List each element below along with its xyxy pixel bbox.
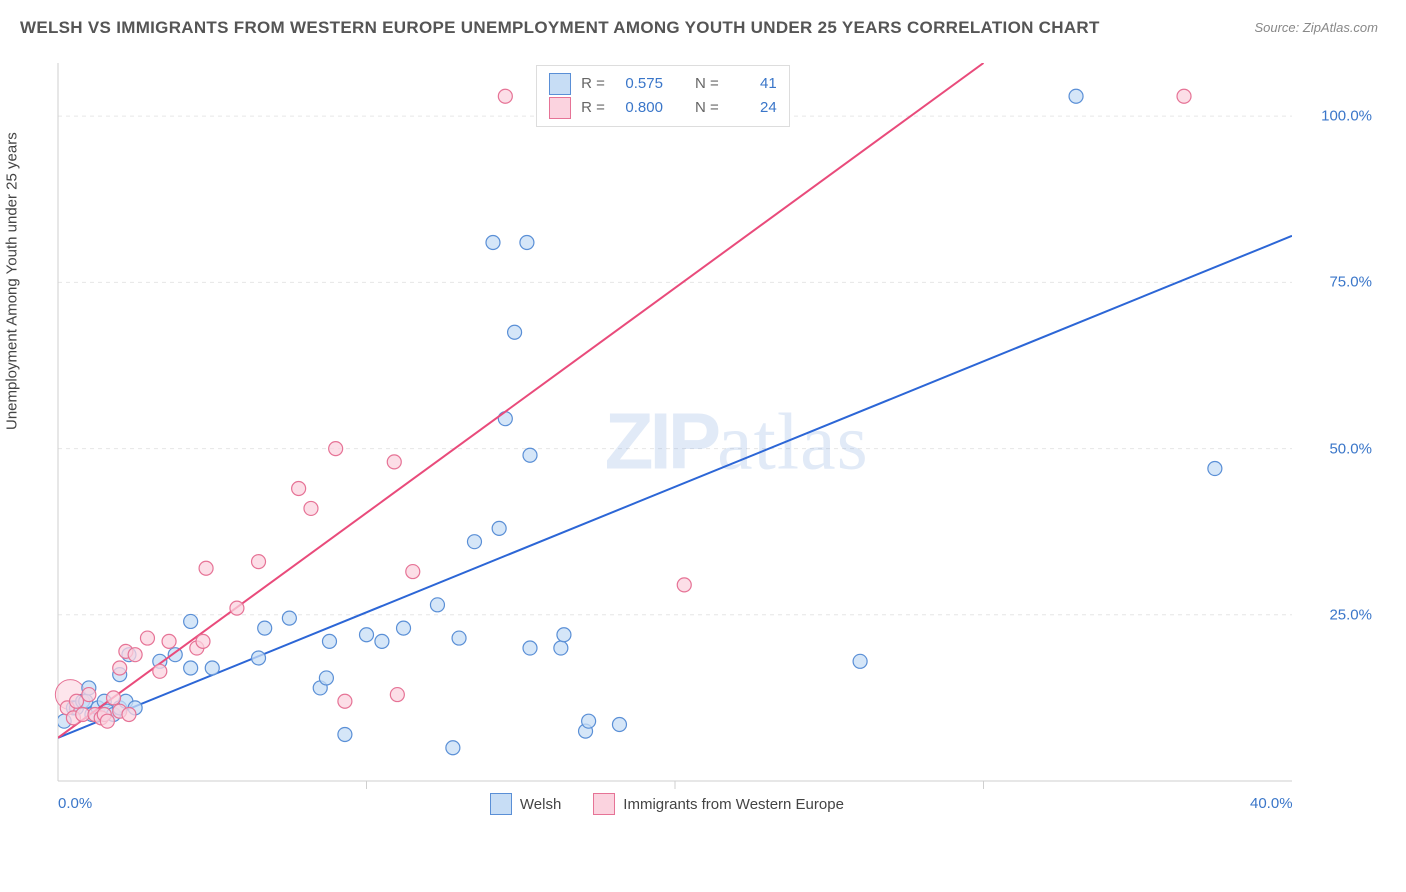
legend-swatch: [549, 97, 571, 119]
x-tick-label: 0.0%: [58, 795, 92, 812]
legend-r-value: 0.800: [615, 96, 663, 120]
legend-n-label: N =: [695, 96, 719, 120]
legend-swatch: [490, 793, 512, 815]
chart-container: WELSH VS IMMIGRANTS FROM WESTERN EUROPE …: [0, 0, 1406, 892]
y-tick-label: 25.0%: [1302, 606, 1372, 623]
chart-svg: ZIPatlas: [50, 55, 1380, 825]
legend-row: R = 0.800 N = 24: [549, 96, 777, 120]
y-tick-label: 100.0%: [1302, 108, 1372, 125]
legend-swatch: [549, 73, 571, 95]
legend-n-value: 41: [729, 72, 777, 96]
svg-text:ZIPatlas: ZIPatlas: [605, 397, 869, 487]
chart-title: WELSH VS IMMIGRANTS FROM WESTERN EUROPE …: [20, 18, 1100, 38]
legend-r-value: 0.575: [615, 72, 663, 96]
legend-r-label: R =: [581, 72, 605, 96]
legend-row: R = 0.575 N = 41: [549, 72, 777, 96]
legend-series: Welsh Immigrants from Western Europe: [490, 793, 844, 815]
legend-correlation: R = 0.575 N = 41 R = 0.800 N = 24: [536, 65, 790, 127]
y-tick-label: 75.0%: [1302, 274, 1372, 291]
legend-r-label: R =: [581, 96, 605, 120]
x-tick-label: 40.0%: [1250, 795, 1293, 812]
y-tick-label: 50.0%: [1302, 440, 1372, 457]
source-attribution: Source: ZipAtlas.com: [1254, 20, 1378, 35]
legend-series-label: Immigrants from Western Europe: [623, 796, 844, 813]
legend-swatch: [593, 793, 615, 815]
legend-n-label: N =: [695, 72, 719, 96]
source-prefix: Source:: [1254, 20, 1302, 35]
y-axis-label: Unemployment Among Youth under 25 years: [4, 132, 21, 430]
legend-n-value: 24: [729, 96, 777, 120]
legend-series-label: Welsh: [520, 796, 561, 813]
plot-area: ZIPatlas 25.0% 50.0% 75.0% 100.0% 0.0% 40.0% R…: [50, 55, 1380, 825]
source-name: ZipAtlas.com: [1303, 20, 1378, 35]
